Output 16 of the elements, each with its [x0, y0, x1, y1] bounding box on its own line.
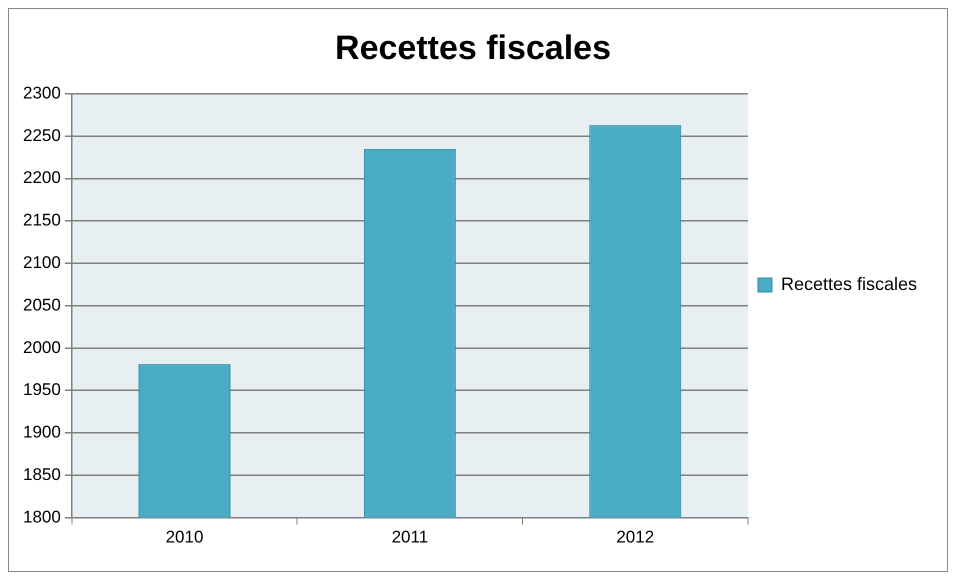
y-tick-label: 2050: [22, 295, 61, 314]
x-tick-label: 2011: [392, 527, 428, 546]
y-tick-label: 2250: [22, 126, 61, 145]
legend-label: Recettes fiscales: [780, 274, 918, 294]
y-tick-label: 2200: [22, 168, 61, 188]
y-tick-label: 2300: [22, 83, 61, 102]
x-tick-label: 2012: [616, 527, 654, 546]
x-tick-label: 2010: [166, 527, 204, 546]
chart-title: Recettes fiscales: [335, 28, 611, 67]
y-tick-label: 1950: [22, 380, 61, 400]
y-tick-label: 2000: [22, 338, 61, 357]
y-tick-label: 2100: [22, 253, 61, 272]
y-tick-label: 2150: [22, 210, 61, 230]
y-tick-label: 1800: [22, 507, 61, 526]
y-tick-label: 1850: [22, 464, 61, 484]
y-tick-label: 1900: [22, 422, 61, 442]
